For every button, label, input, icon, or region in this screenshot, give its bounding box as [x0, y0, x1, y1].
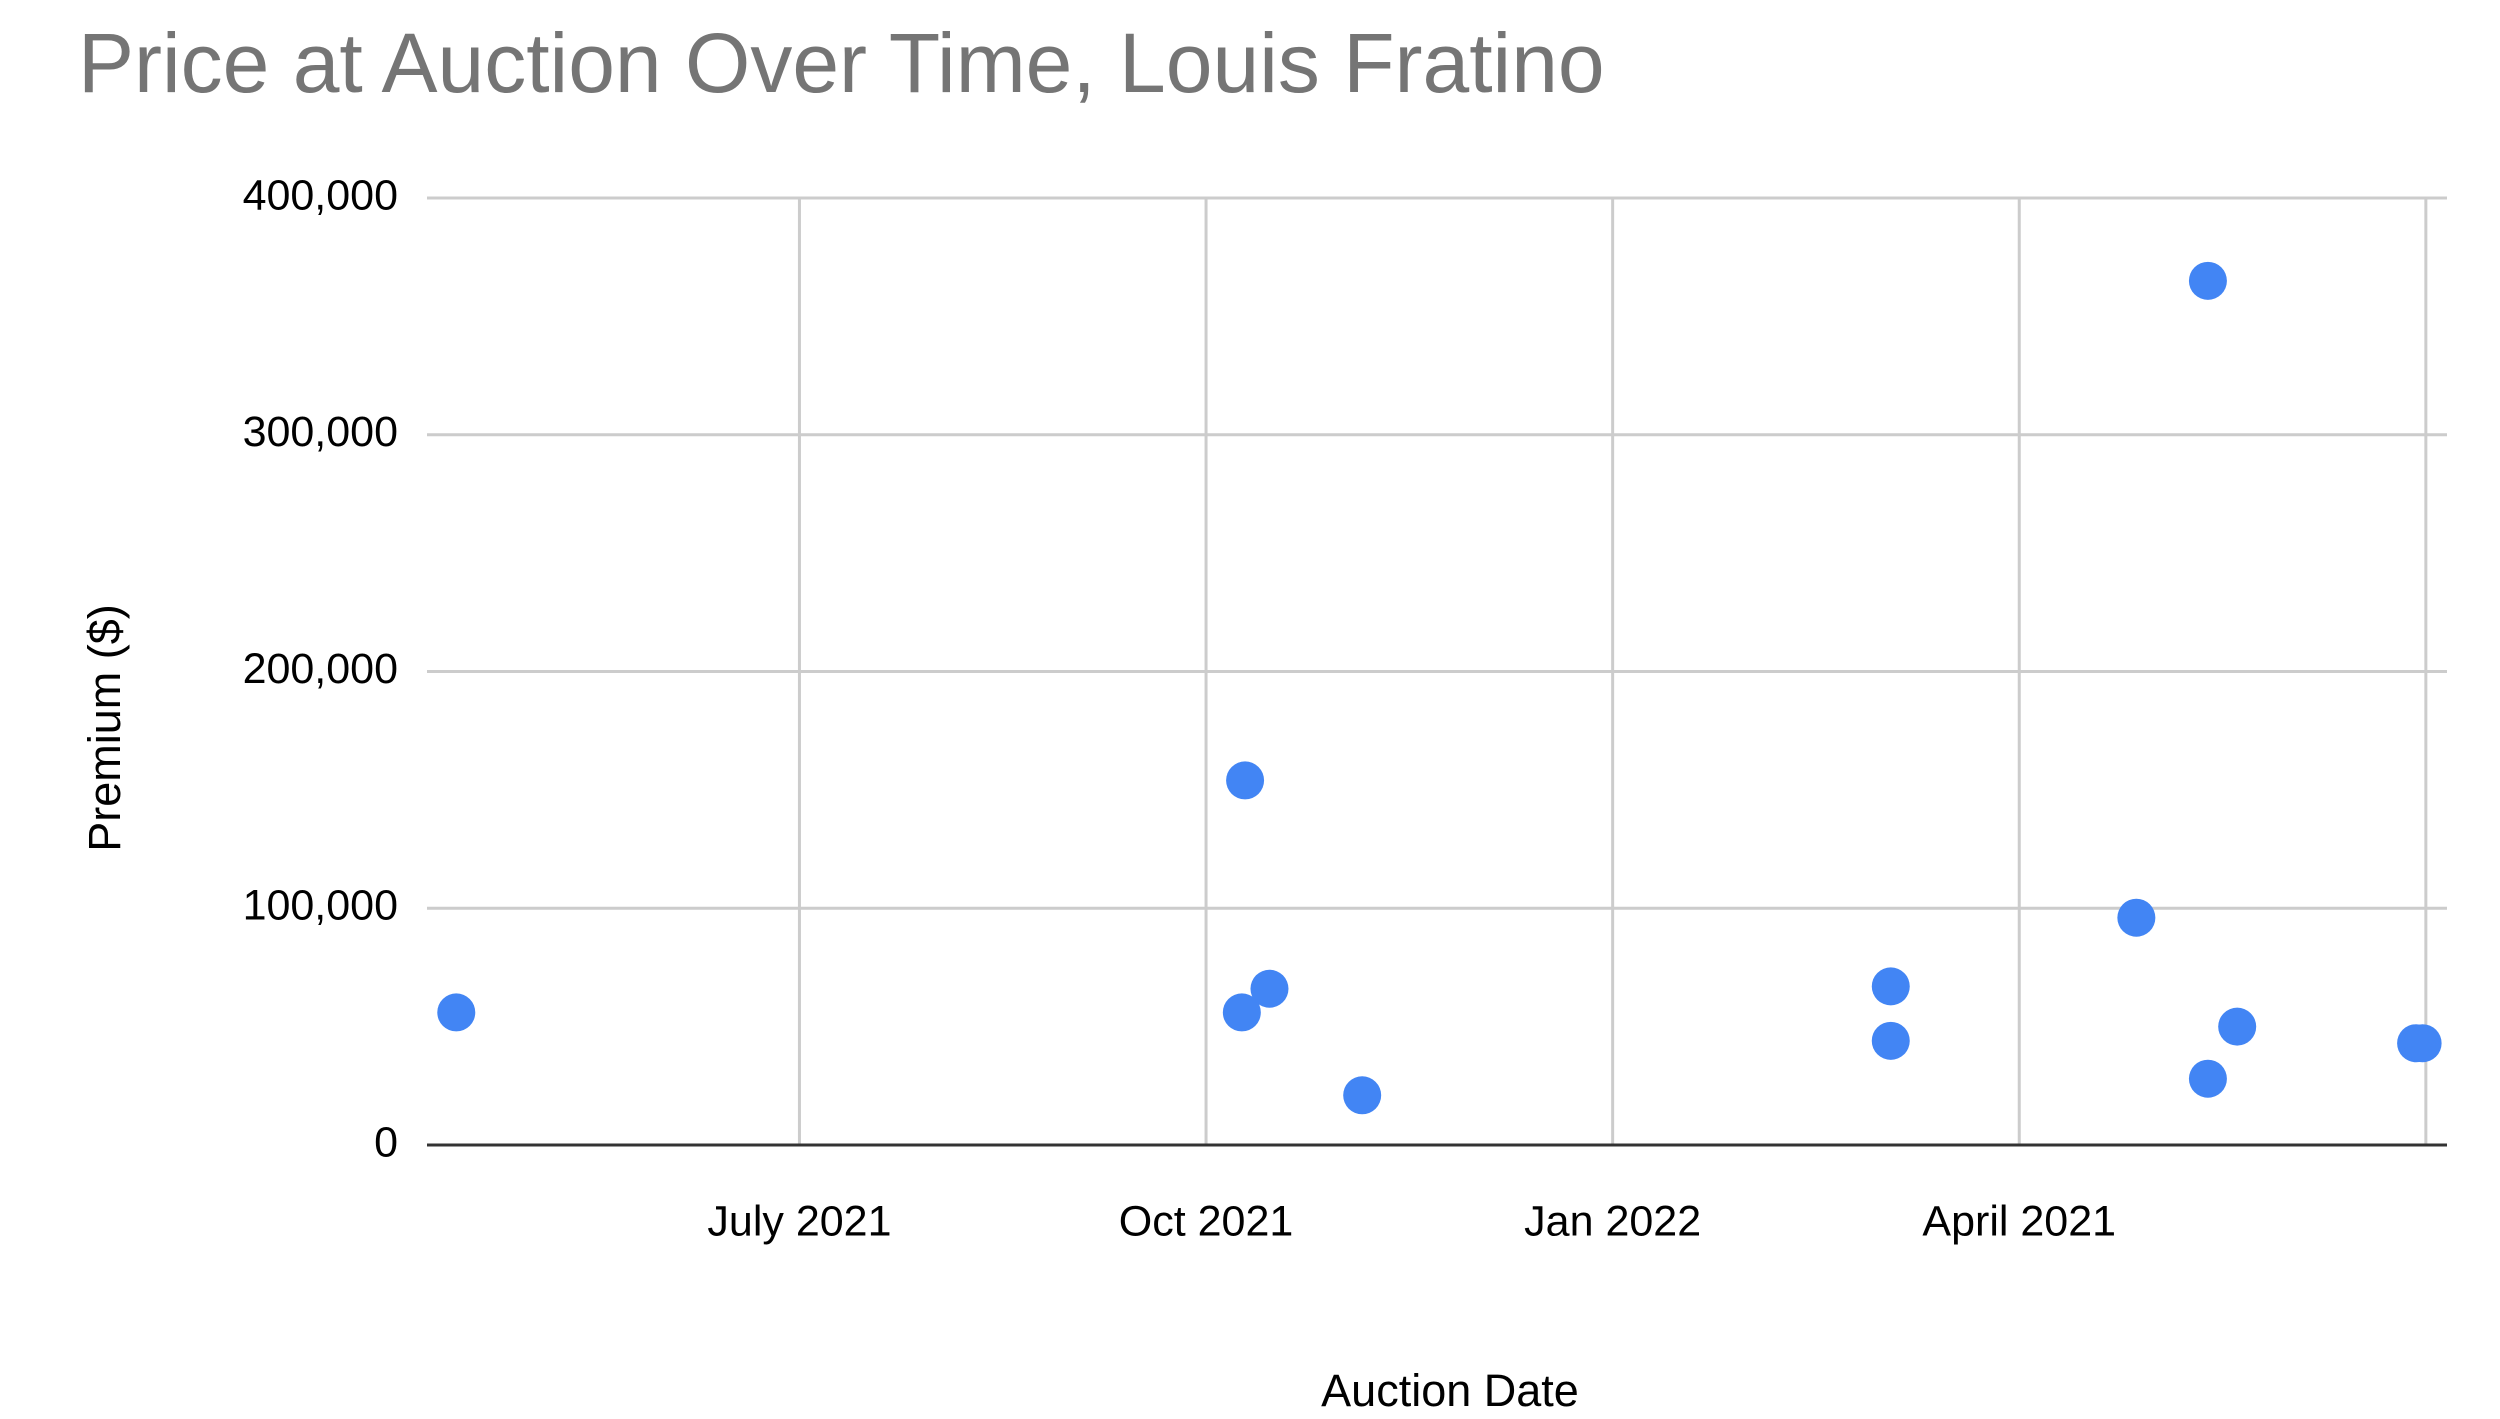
y-tick-label: 400,000	[243, 171, 398, 219]
y-tick-label: 300,000	[243, 408, 398, 456]
y-tick-label: 200,000	[243, 645, 398, 693]
y-tick-label: 100,000	[243, 882, 398, 930]
data-point	[2117, 898, 2156, 937]
data-point	[1871, 1021, 1910, 1060]
x-tick-label: April 2021	[1922, 1197, 2116, 1245]
data-point	[2218, 1007, 2257, 1046]
x-tick-label: Oct 2021	[1119, 1197, 1294, 1245]
data-point	[1250, 969, 1289, 1008]
y-axis-title: Premium ($)	[79, 604, 130, 852]
x-axis-title: Auction Date	[1321, 1365, 1579, 1416]
chart-title: Price at Auction Over Time, Louis Fratin…	[78, 16, 1605, 110]
x-tick-label: Jan 2022	[1524, 1197, 1701, 1245]
data-point	[1343, 1076, 1382, 1115]
data-point	[2403, 1024, 2442, 1063]
data-point	[2188, 261, 2227, 300]
data-point	[1226, 761, 1265, 800]
data-point	[2188, 1059, 2227, 1098]
y-tick-label: 0	[374, 1118, 398, 1166]
x-tick-label: July 2021	[707, 1197, 891, 1245]
data-point	[437, 993, 476, 1032]
data-point	[1222, 993, 1261, 1032]
data-point	[1871, 967, 1910, 1006]
